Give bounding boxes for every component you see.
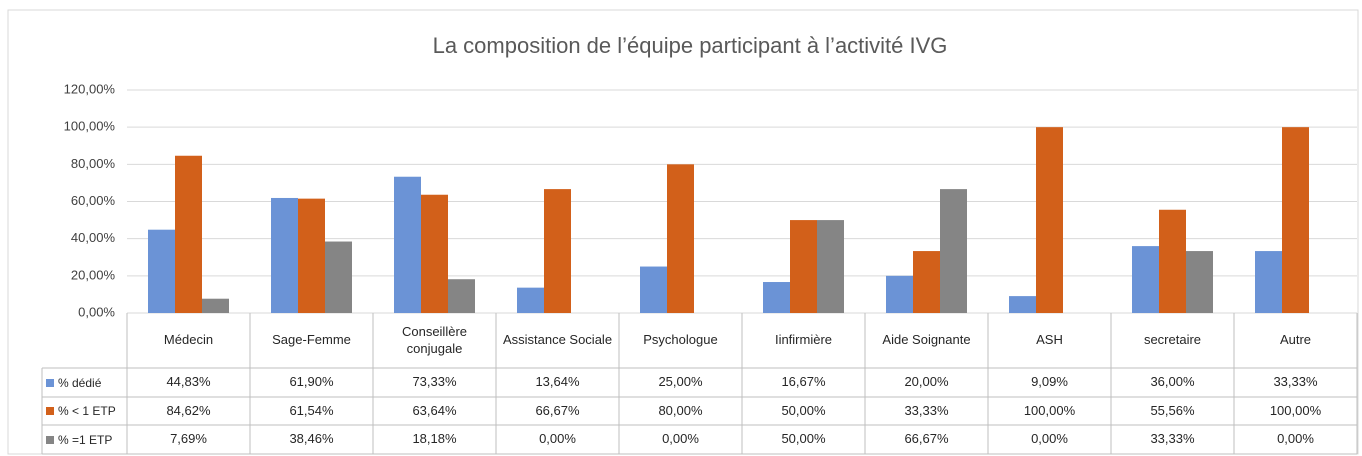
value-label: 61,90% — [289, 374, 334, 390]
category-label: secretaire — [1143, 332, 1202, 348]
value-label: 25,00% — [658, 374, 703, 390]
value-label: 63,64% — [412, 402, 457, 418]
legend-entry: % < 1 ETP — [42, 397, 127, 425]
value-label: 66,67% — [535, 402, 580, 418]
value-label: 0,00% — [1031, 431, 1068, 447]
category-label: Sage-Femme — [272, 332, 351, 348]
bar — [913, 251, 940, 313]
bar — [448, 279, 475, 313]
value-label: 7,69% — [170, 431, 207, 447]
y-tick-label: 0,00% — [78, 304, 115, 319]
value-label: 0,00% — [1277, 431, 1314, 447]
bar — [940, 189, 967, 313]
category-label: Conseillère conjugale — [401, 324, 468, 356]
bar — [1159, 209, 1186, 313]
value-label: 16,67% — [781, 374, 826, 390]
category-label: Autre — [1279, 332, 1312, 348]
bar — [1009, 296, 1036, 313]
value-label: 33,33% — [1150, 431, 1195, 447]
legend-swatch — [46, 407, 54, 415]
value-label: 66,67% — [904, 431, 949, 447]
bar — [1132, 246, 1159, 313]
category-label: Psychologue — [643, 332, 718, 348]
value-label: 0,00% — [662, 431, 699, 447]
legend-entry: % dédié — [42, 368, 127, 397]
y-tick-label: 20,00% — [71, 267, 116, 282]
bar — [148, 229, 175, 313]
bar — [667, 164, 694, 313]
value-label: 33,33% — [904, 402, 949, 418]
bar — [298, 198, 325, 313]
value-label: 20,00% — [904, 374, 949, 390]
y-tick-label: 60,00% — [71, 193, 116, 208]
category-label: Aide Soignante — [882, 332, 971, 348]
bar — [886, 275, 913, 313]
bar — [1255, 251, 1282, 313]
category-label: Assistance Sociale — [502, 332, 613, 348]
value-label: 13,64% — [535, 374, 580, 390]
legend-label: % dédié — [58, 375, 102, 390]
bar — [1186, 251, 1213, 313]
legend-swatch — [46, 435, 54, 444]
bar — [325, 241, 352, 313]
bar — [763, 282, 790, 313]
bar — [1036, 127, 1063, 314]
y-tick-label: 120,00% — [64, 81, 116, 96]
bar — [544, 189, 571, 313]
legend-entry: % =1 ETP — [42, 425, 127, 454]
bar — [517, 287, 544, 313]
value-label: 9,09% — [1031, 374, 1068, 390]
value-label: 44,83% — [166, 374, 211, 390]
bar — [175, 155, 202, 313]
legend-label: % < 1 ETP — [58, 404, 116, 418]
value-label: 50,00% — [781, 431, 826, 447]
value-label: 80,00% — [658, 402, 703, 418]
value-label: 61,54% — [289, 402, 334, 418]
value-label: 100,00% — [1023, 402, 1076, 418]
value-label: 55,56% — [1150, 402, 1195, 418]
y-tick-label: 100,00% — [64, 119, 116, 134]
value-label: 36,00% — [1150, 374, 1195, 390]
value-label: 50,00% — [781, 402, 826, 418]
value-label: 38,46% — [289, 431, 334, 447]
category-label: ASH — [1036, 332, 1063, 348]
value-label: 0,00% — [539, 431, 576, 447]
y-tick-label: 80,00% — [71, 156, 116, 171]
value-label: 73,33% — [412, 374, 457, 390]
legend-label: % =1 ETP — [58, 432, 113, 447]
bar — [202, 298, 229, 313]
value-label: 100,00% — [1269, 402, 1322, 418]
bar — [1282, 127, 1309, 314]
bar — [640, 266, 667, 313]
bar — [271, 197, 298, 313]
value-label: 18,18% — [412, 431, 457, 447]
legend-swatch — [46, 378, 54, 387]
y-tick-label: 40,00% — [71, 230, 116, 245]
chart-title: La composition de l’équipe participant à… — [433, 33, 948, 58]
bar — [790, 220, 817, 313]
bar — [817, 220, 844, 313]
value-label: 33,33% — [1273, 374, 1318, 390]
value-label: 84,62% — [166, 402, 211, 418]
bar — [421, 194, 448, 313]
category-label: Médecin — [163, 332, 214, 348]
category-label: Iinfirmière — [774, 332, 833, 348]
bar — [394, 176, 421, 313]
